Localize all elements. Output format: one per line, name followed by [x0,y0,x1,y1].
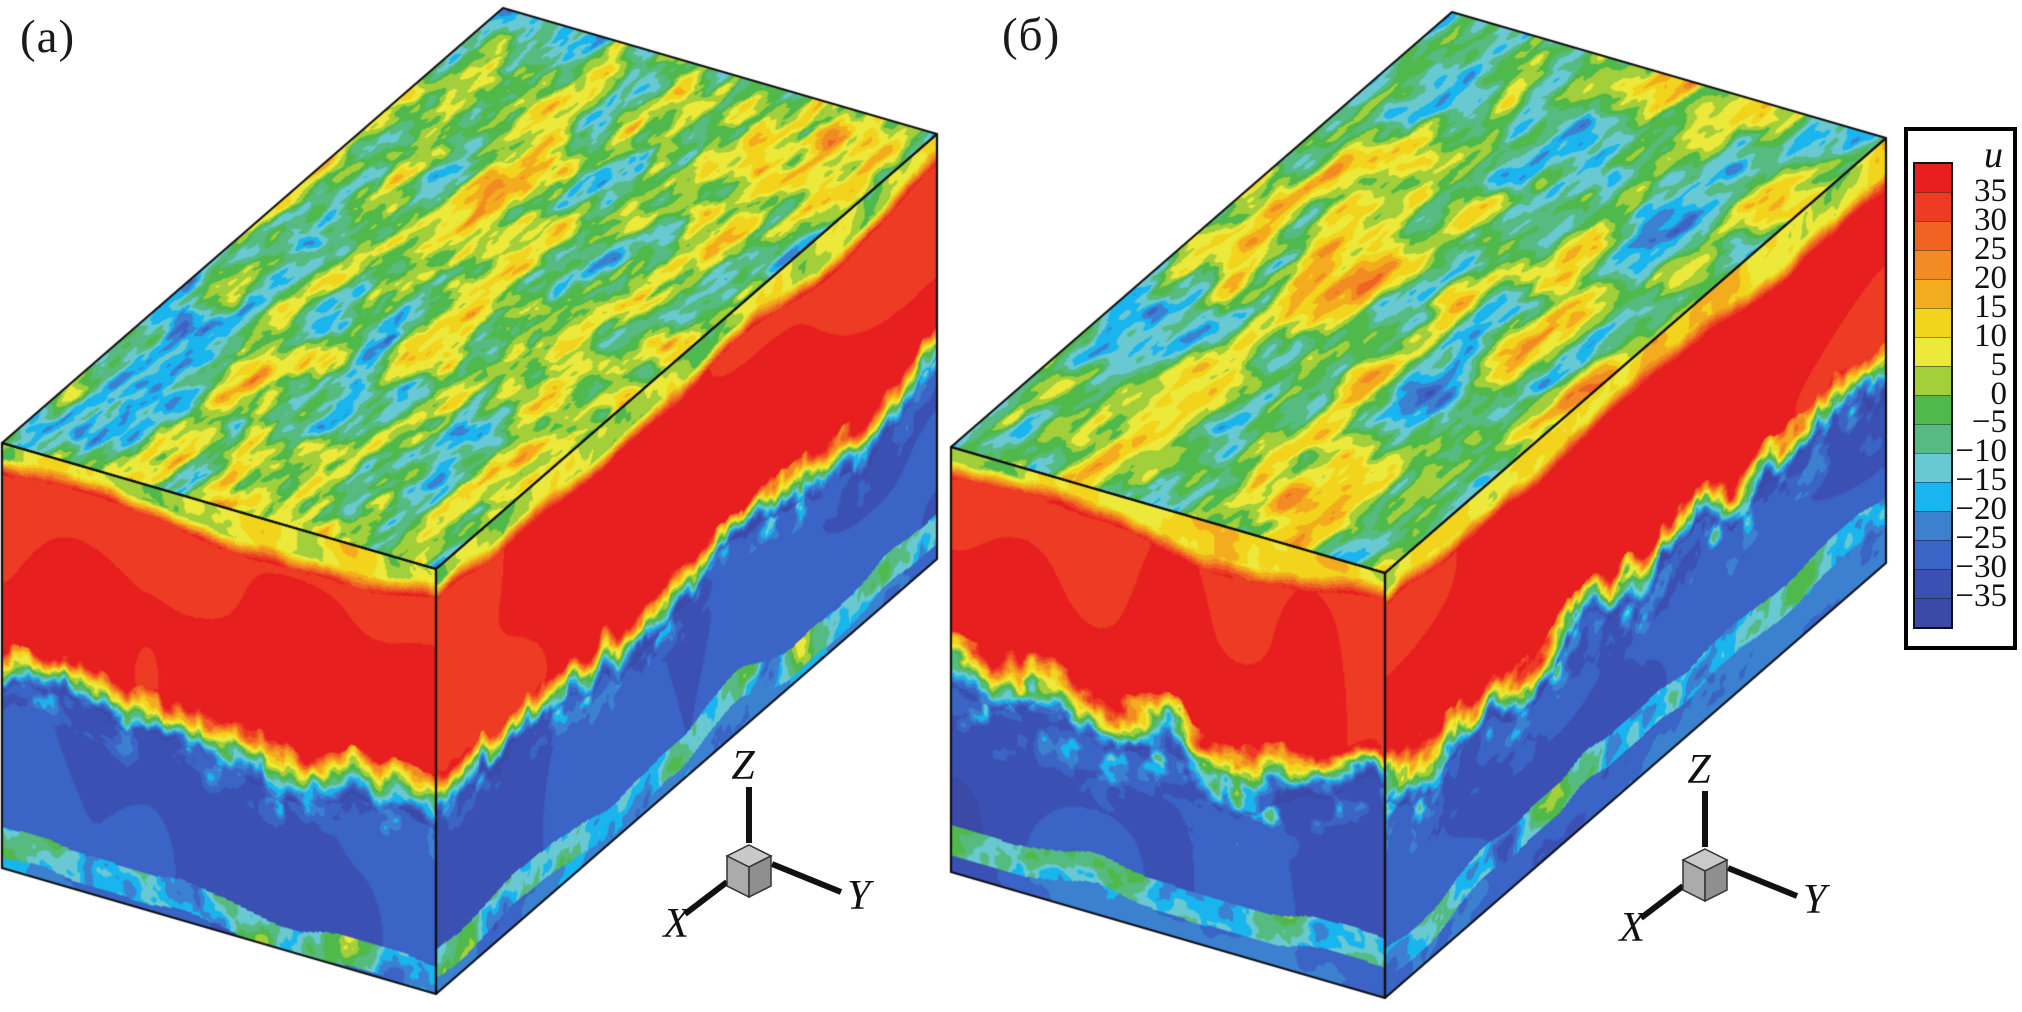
colorbar-band [1915,569,1951,598]
panel-label-b: (б) [1002,9,1061,61]
legend-tick-label: 25 [1974,230,2007,267]
colorbar-band [1915,192,1951,221]
colorbar-band [1915,279,1951,308]
colorbar-band [1915,337,1951,366]
panel-label-a: (а) [20,11,76,63]
colorbar-band [1915,395,1951,424]
colorbar-band [1915,482,1951,511]
colorbar-band [1915,221,1951,250]
legend-title: u [1984,134,2003,176]
legend-tick-label: 5 [1990,346,2008,383]
volume-render-panel-a [0,0,948,1012]
legend-tick-label: −25 [1955,520,2007,557]
colorbar-band [1915,598,1951,627]
legend-tick-label: 20 [1974,259,2007,296]
legend-tick-label: −5 [1971,404,2007,441]
colorbar-band [1915,453,1951,482]
legend-tick-label: 30 [1974,201,2007,238]
volume-render-panel-b [948,0,1894,1012]
colorbar-band [1915,424,1951,453]
legend-tick-label: 10 [1974,317,2007,354]
legend-tick-label: −15 [1955,462,2007,499]
legend-tick-label: 15 [1974,288,2007,325]
colorbar-band [1915,308,1951,337]
legend-tick-label: −35 [1955,578,2007,615]
colorbar-strip [1913,162,1953,629]
legend-tick-label: −30 [1955,549,2007,586]
colorbar-band [1915,250,1951,279]
colorbar-legend: u 35 30 25 20 15 10 5 0 −5 −10 −15 −20 −25 −30 −35 [1904,127,2017,650]
legend-tick-label: −10 [1955,433,2007,470]
colorbar-band [1915,540,1951,569]
legend-tick-label: 0 [1990,375,2008,412]
legend-tick-label: −20 [1955,491,2007,528]
colorbar-band [1915,164,1951,192]
legend-tick-label: 35 [1974,172,2007,209]
colorbar-band [1915,366,1951,395]
colorbar-band [1915,511,1951,540]
